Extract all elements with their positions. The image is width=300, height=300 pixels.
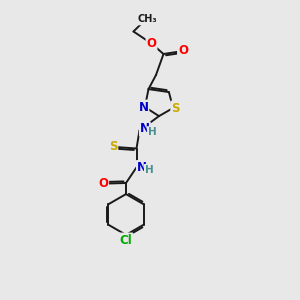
Text: CH₃: CH₃ — [137, 14, 157, 25]
Text: O: O — [98, 177, 108, 190]
Text: H: H — [148, 127, 157, 137]
Text: N: N — [140, 122, 150, 136]
Text: N: N — [138, 100, 148, 114]
Text: O: O — [146, 37, 157, 50]
Text: S: S — [171, 101, 180, 115]
Text: H: H — [145, 165, 154, 175]
Text: O: O — [178, 44, 188, 58]
Text: S: S — [109, 140, 117, 154]
Text: Cl: Cl — [120, 233, 132, 247]
Text: N: N — [137, 161, 147, 174]
